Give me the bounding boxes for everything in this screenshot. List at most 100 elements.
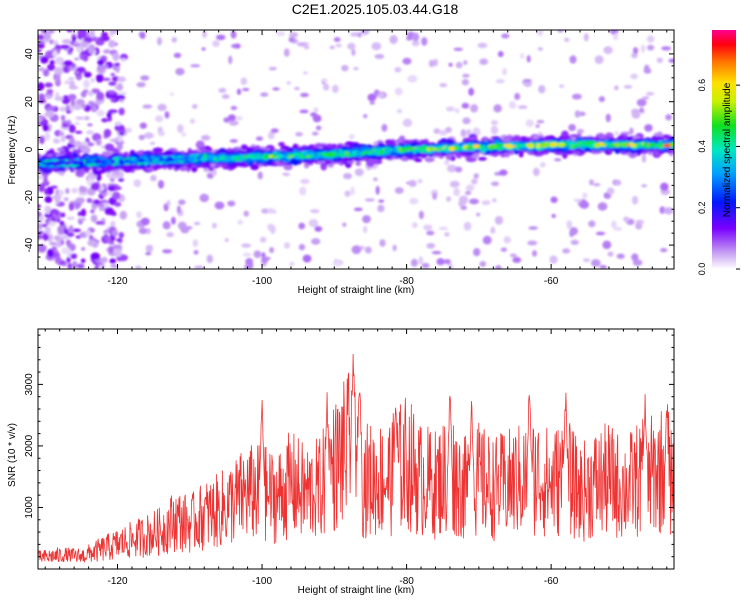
heat-cell: [470, 104, 479, 113]
heat-cell: [267, 207, 275, 214]
heat-cell: [392, 244, 397, 252]
heat-cell: [660, 247, 668, 253]
heat-cell: [164, 111, 170, 119]
heat-cell: [310, 209, 320, 214]
heat-cell: [379, 239, 386, 247]
heat-cell: [613, 33, 619, 41]
heat-cell: [112, 229, 119, 237]
heat-cell: [38, 49, 42, 53]
heat-cell: [351, 245, 362, 255]
heat-cell: [69, 80, 76, 89]
heat-cell: [508, 101, 517, 109]
heat-cell: [341, 64, 349, 72]
heat-cell: [602, 240, 612, 250]
heat-cell: [583, 33, 589, 42]
heat-cell: [224, 238, 229, 242]
heat-cell: [52, 50, 58, 58]
heat-cell: [228, 120, 239, 126]
heat-cell: [350, 186, 355, 196]
heat-cell: [343, 172, 353, 180]
heat-cell: [109, 174, 119, 180]
heat-cell: [597, 202, 608, 211]
heat-cell: [136, 81, 146, 88]
heat-cell: [471, 178, 478, 185]
heat-cell: [394, 67, 402, 73]
heat-cell: [75, 116, 85, 120]
heat-cell: [375, 185, 380, 195]
heat-cell: [75, 197, 86, 204]
heat-cell: [76, 66, 86, 73]
heat-cell: [91, 105, 98, 111]
heat-cell: [537, 30, 544, 37]
heat-cell: [453, 47, 464, 51]
heat-cell: [142, 104, 153, 109]
heat-cell: [588, 220, 596, 228]
heat-cell: [641, 184, 648, 188]
heat-cell: [439, 82, 448, 88]
heat-cell: [44, 188, 49, 195]
heat-cell: [611, 220, 617, 229]
heat-cell: [407, 74, 418, 83]
heat-cell: [42, 68, 50, 77]
heat-cell: [636, 98, 647, 107]
heat-cell: [133, 179, 142, 188]
heat-cell: [559, 84, 565, 88]
heat-cell: [240, 77, 248, 86]
heat-cell: [83, 79, 90, 89]
heat-cell: [632, 47, 639, 55]
heat-cell: [446, 164, 457, 173]
heat-cell: [143, 132, 154, 139]
heat-cell: [157, 179, 165, 189]
heat-cell: [616, 253, 625, 259]
heat-cell: [38, 204, 41, 208]
heat-cell: [289, 31, 299, 39]
heat-cell: [261, 208, 270, 214]
heat-cell: [236, 88, 242, 95]
heat-cell: [73, 140, 82, 147]
heat-cell: [282, 172, 290, 176]
heat-cell: [158, 130, 166, 136]
heat-cell: [44, 110, 55, 118]
heat-cell: [551, 213, 556, 218]
heat-cell: [288, 36, 295, 43]
heat-cell: [98, 64, 105, 72]
heat-cell: [538, 85, 546, 94]
heat-cell: [63, 197, 69, 202]
heat-cell: [433, 58, 439, 67]
heat-cell: [320, 162, 328, 171]
heat-cell: [270, 128, 279, 134]
heat-cell: [46, 105, 57, 111]
heat-cell: [38, 183, 45, 193]
heat-cell: [659, 206, 666, 214]
heat-cell: [43, 31, 52, 41]
heat-cell: [69, 136, 75, 145]
heat-cell: [229, 139, 238, 143]
heat-cell: [42, 124, 49, 132]
heat-cell: [402, 118, 413, 128]
heat-cell: [231, 44, 237, 48]
heat-cell: [49, 60, 56, 65]
heat-cell: [54, 256, 62, 265]
heat-cell: [465, 151, 474, 156]
heat-cell: [410, 258, 418, 267]
heat-cell: [162, 221, 171, 230]
heat-cell: [95, 74, 104, 83]
heat-cell: [54, 73, 61, 83]
heat-cell: [71, 260, 78, 269]
heat-cell: [38, 243, 47, 253]
heat-cell: [240, 144, 248, 151]
heat-cell: [426, 242, 436, 249]
heat-cell: [445, 126, 452, 133]
heat-cell: [278, 142, 285, 147]
heat-cell: [261, 252, 266, 259]
heat-cell: [140, 217, 150, 226]
heat-cell: [355, 160, 362, 167]
heat-cell: [444, 159, 450, 166]
heat-cell: [110, 264, 119, 268]
heat-cell: [55, 241, 62, 248]
heat-cell: [333, 37, 341, 42]
heat-cell: [90, 77, 95, 84]
heat-cell: [193, 221, 201, 226]
heat-cell: [569, 55, 577, 64]
heat-cell: [230, 105, 238, 111]
